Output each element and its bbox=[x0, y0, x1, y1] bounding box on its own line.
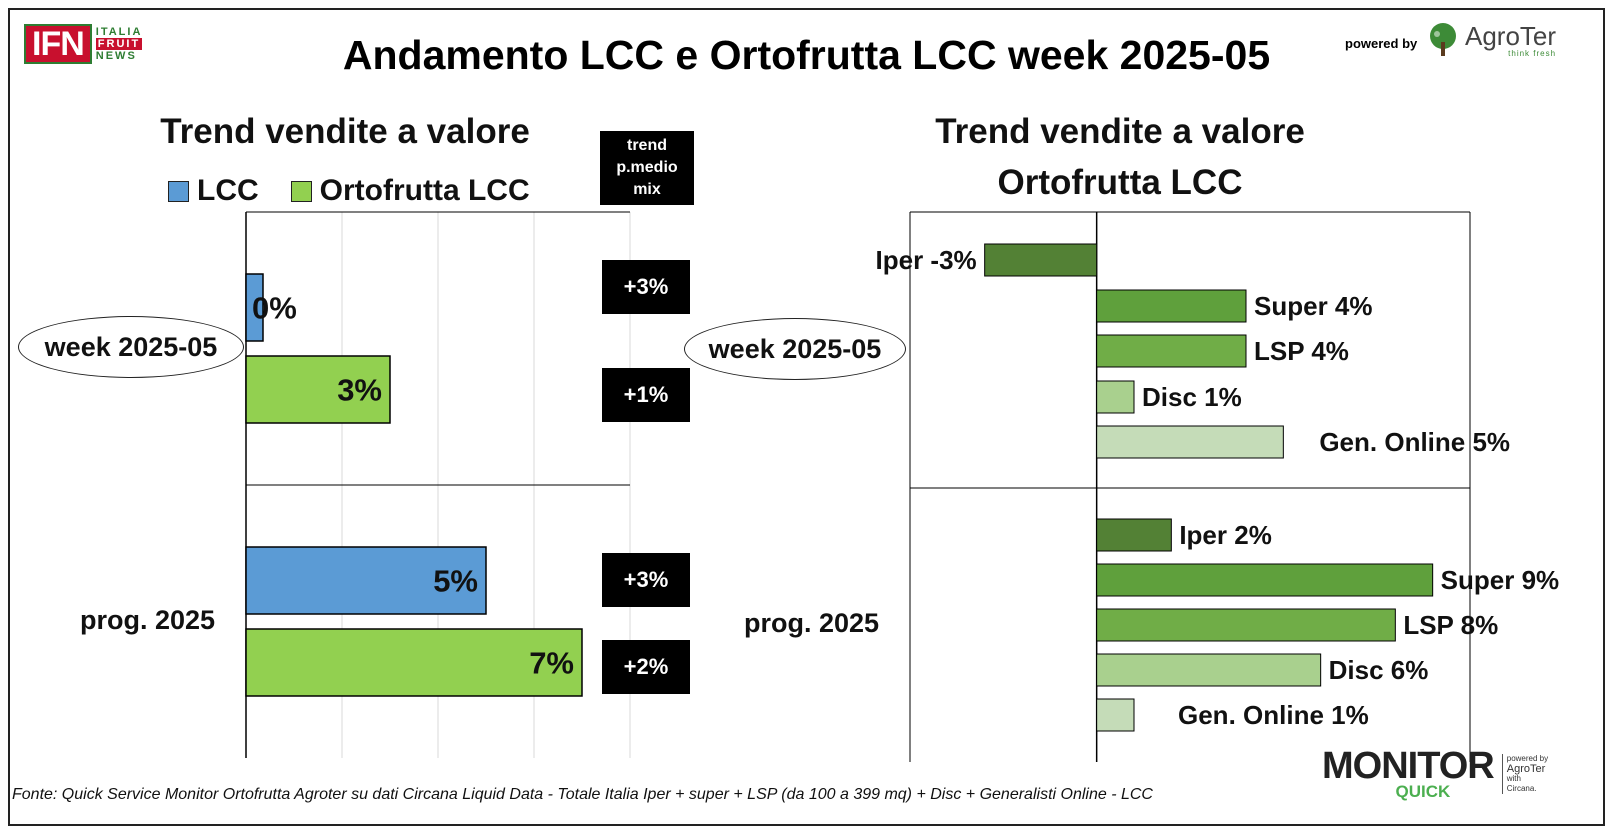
ifn-logo-text: ITALIA FRUIT NEWS bbox=[95, 26, 143, 62]
chart-frame bbox=[8, 8, 1605, 826]
footer-source: Fonte: Quick Service Monitor Ortofrutta … bbox=[12, 786, 1153, 803]
right-subtitle-line2: Ortofrutta LCC bbox=[997, 163, 1243, 202]
right-bar-disc-prog bbox=[1096, 653, 1322, 687]
monitor-quick-logo: MONITOR QUICK powered by AgroTer with Ci… bbox=[1322, 745, 1549, 801]
legend-label-ortofrutta: Ortofrutta LCC bbox=[319, 174, 530, 207]
monitor-side-4: Circana. bbox=[1506, 784, 1537, 793]
right-category-week: week 2025-05 bbox=[684, 318, 906, 380]
agroter-tagline: think fresh bbox=[1508, 48, 1557, 58]
left-category-prog: prog. 2025 bbox=[80, 605, 216, 635]
legend: LCC Ortofrutta LCC bbox=[168, 174, 530, 208]
legend-swatch-lcc bbox=[168, 180, 189, 202]
trend-header-box: trend p.medio mix bbox=[600, 131, 694, 205]
left-bar-label: 3% bbox=[337, 373, 382, 408]
monitor-logo-main: MONITOR bbox=[1322, 745, 1495, 787]
trend-box-week-lcc: +3% bbox=[602, 260, 690, 314]
right-bar-label: LSP 8% bbox=[1403, 610, 1498, 640]
legend-swatch-ortofrutta bbox=[290, 180, 312, 202]
right-bar-gen-online-week bbox=[1096, 425, 1284, 459]
trend-box-prog-lcc: +3% bbox=[602, 553, 690, 607]
trend-box-prog-ortofrutta: +2% bbox=[602, 640, 690, 694]
left-bar-ortofrutta-prog bbox=[245, 628, 583, 697]
left-bar-label: 5% bbox=[433, 564, 478, 599]
right-bar-label: Disc 1% bbox=[1142, 382, 1242, 412]
left-bar-lcc-prog bbox=[245, 546, 487, 615]
right-bar-label: LSP 4% bbox=[1254, 336, 1349, 366]
trend-header-line2: p.medio bbox=[616, 159, 678, 176]
tree-icon bbox=[1430, 23, 1456, 56]
ifn-logo-line3: NEWS bbox=[95, 50, 137, 62]
right-bar-label: Super 9% bbox=[1441, 565, 1560, 595]
legend-label-lcc: LCC bbox=[197, 174, 259, 207]
right-bar-label: Iper 2% bbox=[1179, 520, 1272, 550]
right-bar-gen-online-prog bbox=[1096, 698, 1135, 732]
right-bar-label: Gen. Online 5% bbox=[1319, 427, 1510, 457]
right-bar-lsp-prog bbox=[1096, 608, 1396, 642]
right-bar-label: Super 4% bbox=[1254, 291, 1373, 321]
right-bar-disc-week bbox=[1096, 380, 1135, 414]
monitor-side-1: powered by bbox=[1506, 754, 1549, 763]
right-bar-label: Gen. Online 1% bbox=[1178, 700, 1369, 730]
agroter-name: AgroTer bbox=[1465, 20, 1557, 51]
right-category-prog: prog. 2025 bbox=[744, 608, 880, 638]
ifn-logo-line1: ITALIA bbox=[95, 26, 143, 38]
ifn-logo-line2: FRUIT bbox=[95, 38, 143, 50]
right-bar-iper-week bbox=[984, 243, 1098, 277]
right-bar-super-prog bbox=[1096, 563, 1434, 597]
page-title: Andamento LCC e Ortofrutta LCC week 2025… bbox=[342, 32, 1271, 78]
right-bar-lsp-week bbox=[1096, 334, 1247, 368]
left-subtitle: Trend vendite a valore bbox=[160, 112, 530, 151]
powered-by-label: powered by bbox=[1345, 36, 1418, 51]
trend-header-line1: trend bbox=[627, 137, 667, 154]
monitor-logo-sub: QUICK bbox=[1395, 782, 1451, 801]
left-bar-label: 0% bbox=[252, 291, 297, 326]
ifn-logo: IFN ITALIA FRUIT NEWS bbox=[24, 24, 143, 64]
left-bar-lcc-week bbox=[245, 273, 264, 342]
right-bar-iper-prog bbox=[1096, 518, 1172, 552]
left-bars: 0% 5% 3% 7% bbox=[245, 273, 583, 697]
monitor-side-2: AgroTer bbox=[1506, 763, 1546, 775]
monitor-logo-side: powered by AgroTer with Circana. bbox=[1501, 754, 1549, 794]
left-category-week: week 2025-05 bbox=[18, 316, 244, 378]
right-subtitle-line1: Trend vendite a valore bbox=[935, 112, 1305, 151]
left-bar-label: 7% bbox=[529, 646, 574, 681]
right-bar-label: Disc 6% bbox=[1329, 655, 1429, 685]
right-bar-label: Iper -3% bbox=[876, 245, 977, 275]
trend-header-line3: mix bbox=[633, 181, 661, 198]
agroter-logo: AgroTer think fresh bbox=[1425, 22, 1556, 58]
right-bars: Iper -3% Super 4% LSP 4% Disc 1% Gen. Online… bbox=[876, 243, 1560, 732]
ifn-logo-main: IFN bbox=[24, 24, 92, 64]
monitor-side-3: with bbox=[1506, 774, 1521, 783]
right-bar-super-week bbox=[1096, 289, 1247, 323]
trend-box-week-ortofrutta: +1% bbox=[602, 368, 690, 422]
left-bar-ortofrutta-week bbox=[245, 355, 391, 424]
